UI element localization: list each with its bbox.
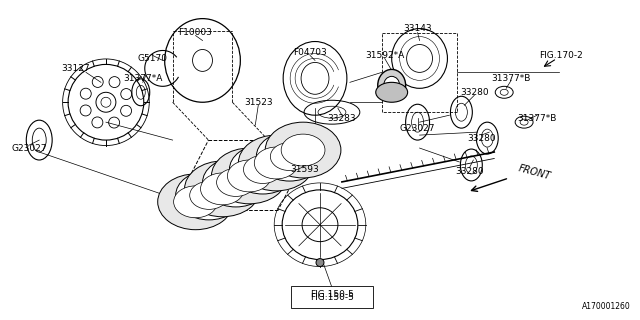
Ellipse shape <box>184 161 260 217</box>
Ellipse shape <box>243 156 282 183</box>
Ellipse shape <box>238 135 314 191</box>
Text: 33283: 33283 <box>328 114 356 123</box>
Ellipse shape <box>378 69 406 101</box>
Text: F04703: F04703 <box>293 48 327 57</box>
Text: 31377*B: 31377*B <box>517 114 557 123</box>
Text: 31377*A: 31377*A <box>123 74 163 83</box>
Ellipse shape <box>200 173 244 205</box>
Text: 33143: 33143 <box>403 24 432 33</box>
Ellipse shape <box>384 76 399 94</box>
Text: 31593: 31593 <box>291 165 319 174</box>
Ellipse shape <box>281 134 325 166</box>
Text: 33127: 33127 <box>61 64 90 73</box>
Ellipse shape <box>257 132 323 181</box>
Text: FIG.150-5: FIG.150-5 <box>310 293 354 302</box>
Ellipse shape <box>176 171 243 220</box>
Text: FRONT: FRONT <box>517 163 552 181</box>
Ellipse shape <box>216 168 255 196</box>
Text: G23027: G23027 <box>400 124 435 132</box>
Ellipse shape <box>227 160 271 192</box>
Ellipse shape <box>211 148 287 204</box>
Text: G23027: G23027 <box>12 144 47 153</box>
Text: 33280: 33280 <box>467 133 495 143</box>
Ellipse shape <box>203 158 269 207</box>
Ellipse shape <box>265 122 341 178</box>
Ellipse shape <box>316 259 324 267</box>
Ellipse shape <box>254 147 298 179</box>
Text: FIG.170-2: FIG.170-2 <box>539 51 583 60</box>
Ellipse shape <box>376 82 408 102</box>
Text: 33280: 33280 <box>455 167 484 176</box>
Text: A170001260: A170001260 <box>582 302 630 311</box>
Text: 31377*B: 31377*B <box>492 74 531 83</box>
Text: G5170: G5170 <box>138 54 168 63</box>
Ellipse shape <box>157 174 234 230</box>
Text: F10003: F10003 <box>179 28 212 37</box>
Ellipse shape <box>230 145 296 194</box>
Text: 31592*A: 31592*A <box>365 51 404 60</box>
Ellipse shape <box>173 186 218 218</box>
Ellipse shape <box>270 142 309 171</box>
Text: 33280: 33280 <box>460 88 488 97</box>
FancyBboxPatch shape <box>291 286 372 308</box>
Text: 31523: 31523 <box>244 98 273 107</box>
Text: FIG.150-5: FIG.150-5 <box>310 290 354 299</box>
Ellipse shape <box>189 181 228 209</box>
